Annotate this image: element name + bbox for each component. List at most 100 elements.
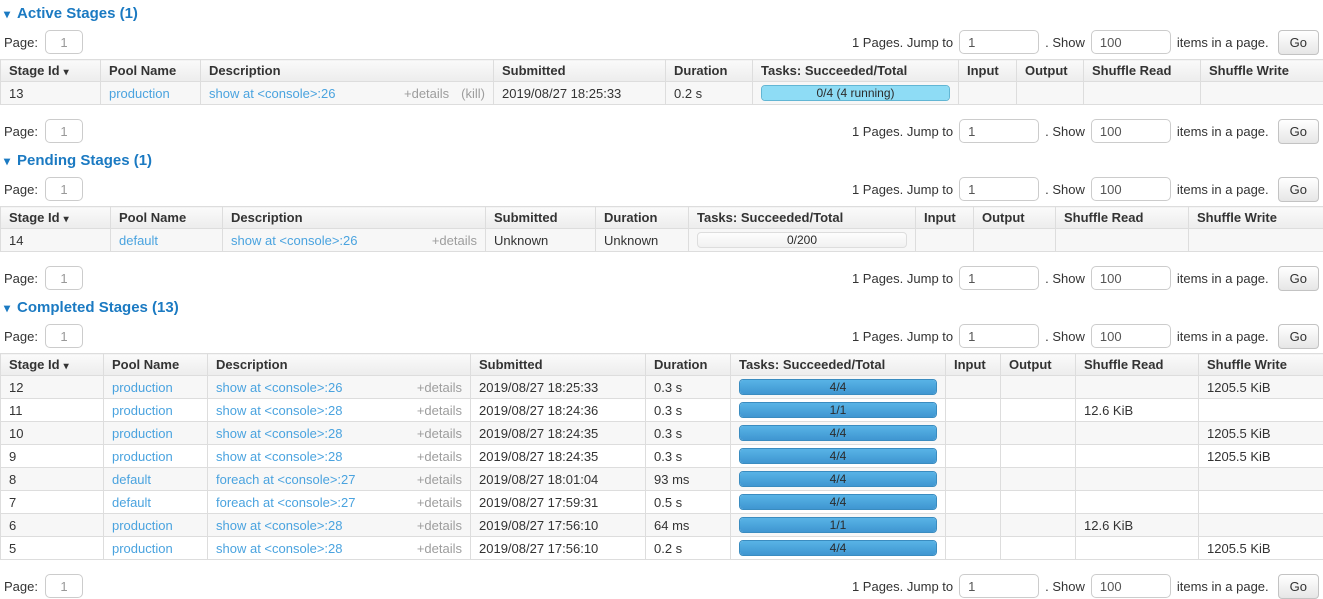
submitted-cell: 2019/08/27 18:24:36 bbox=[471, 399, 646, 422]
page-number-input[interactable] bbox=[45, 177, 83, 201]
items-per-page-input[interactable] bbox=[1091, 119, 1171, 143]
column-header-tasks-succeeded-total[interactable]: Tasks: Succeeded/Total bbox=[753, 60, 959, 82]
column-header-submitted[interactable]: Submitted bbox=[471, 354, 646, 376]
items-per-page-input[interactable] bbox=[1091, 324, 1171, 348]
description-link[interactable]: show at <console>:28 bbox=[216, 518, 342, 533]
shuffle-write-cell bbox=[1201, 82, 1323, 105]
page-number-input[interactable] bbox=[45, 119, 83, 143]
section-collapse-toggle[interactable]: ▾ Pending Stages (1) bbox=[4, 152, 1323, 169]
items-per-page-input[interactable] bbox=[1091, 266, 1171, 290]
items-per-page-input[interactable] bbox=[1091, 177, 1171, 201]
go-button[interactable]: Go bbox=[1278, 177, 1319, 202]
column-header-shuffle-read[interactable]: Shuffle Read bbox=[1076, 354, 1199, 376]
go-button[interactable]: Go bbox=[1278, 574, 1319, 599]
page-label: Page: bbox=[4, 579, 38, 594]
column-header-input[interactable]: Input bbox=[946, 354, 1001, 376]
column-header-stage-id[interactable]: Stage Id▾ bbox=[1, 354, 104, 376]
go-button[interactable]: Go bbox=[1278, 324, 1319, 349]
column-header-tasks-succeeded-total[interactable]: Tasks: Succeeded/Total bbox=[689, 207, 916, 229]
items-per-page-input[interactable] bbox=[1091, 574, 1171, 598]
column-header-submitted[interactable]: Submitted bbox=[494, 60, 666, 82]
jump-to-page-input[interactable] bbox=[959, 30, 1039, 54]
jump-to-page-input[interactable] bbox=[959, 266, 1039, 290]
column-header-shuffle-write[interactable]: Shuffle Write bbox=[1189, 207, 1323, 229]
column-header-pool-name[interactable]: Pool Name bbox=[111, 207, 223, 229]
column-header-shuffle-read[interactable]: Shuffle Read bbox=[1084, 60, 1201, 82]
description-link[interactable]: show at <console>:28 bbox=[216, 403, 342, 418]
description-link[interactable]: show at <console>:26 bbox=[216, 380, 342, 395]
go-button[interactable]: Go bbox=[1278, 266, 1319, 291]
column-header-pool-name[interactable]: Pool Name bbox=[101, 60, 201, 82]
column-header-duration[interactable]: Duration bbox=[646, 354, 731, 376]
column-header-stage-id[interactable]: Stage Id▾ bbox=[1, 207, 111, 229]
column-header-output[interactable]: Output bbox=[1017, 60, 1084, 82]
column-header-shuffle-write[interactable]: Shuffle Write bbox=[1201, 60, 1323, 82]
go-button[interactable]: Go bbox=[1278, 119, 1319, 144]
jump-to-page-input[interactable] bbox=[959, 324, 1039, 348]
page-number-input[interactable] bbox=[45, 30, 83, 54]
description-link[interactable]: show at <console>:28 bbox=[216, 426, 342, 441]
details-toggle[interactable]: +details bbox=[417, 541, 462, 556]
details-toggle[interactable]: +details bbox=[417, 426, 462, 441]
details-toggle[interactable]: +details bbox=[417, 380, 462, 395]
jump-to-page-input[interactable] bbox=[959, 119, 1039, 143]
kill-link[interactable]: (kill) bbox=[461, 86, 485, 101]
pool-name-link[interactable]: production bbox=[112, 380, 173, 395]
column-header-submitted[interactable]: Submitted bbox=[486, 207, 596, 229]
page-number-input[interactable] bbox=[45, 574, 83, 598]
details-toggle[interactable]: +details bbox=[417, 518, 462, 533]
column-header-stage-id[interactable]: Stage Id▾ bbox=[1, 60, 101, 82]
column-header-tasks-succeeded-total[interactable]: Tasks: Succeeded/Total bbox=[731, 354, 946, 376]
details-toggle[interactable]: +details bbox=[432, 233, 477, 248]
description-link[interactable]: foreach at <console>:27 bbox=[216, 472, 356, 487]
tasks-progress-label: 4/4 bbox=[740, 449, 936, 463]
description-link[interactable]: show at <console>:26 bbox=[209, 86, 335, 101]
column-header-pool-name[interactable]: Pool Name bbox=[104, 354, 208, 376]
details-toggle[interactable]: +details bbox=[404, 86, 449, 101]
column-header-duration[interactable]: Duration bbox=[666, 60, 753, 82]
pool-name-link[interactable]: production bbox=[112, 518, 173, 533]
pool-name-link[interactable]: default bbox=[119, 233, 158, 248]
description-link[interactable]: foreach at <console>:27 bbox=[216, 495, 356, 510]
column-header-output[interactable]: Output bbox=[974, 207, 1056, 229]
details-toggle[interactable]: +details bbox=[417, 495, 462, 510]
column-header-shuffle-read[interactable]: Shuffle Read bbox=[1056, 207, 1189, 229]
shuffle-read-cell bbox=[1056, 229, 1189, 252]
jump-to-page-input[interactable] bbox=[959, 574, 1039, 598]
column-header-description[interactable]: Description bbox=[201, 60, 494, 82]
details-toggle[interactable]: +details bbox=[417, 472, 462, 487]
sort-arrow-icon: ▾ bbox=[64, 67, 69, 78]
pool-name-link[interactable]: production bbox=[112, 449, 173, 464]
column-header-duration[interactable]: Duration bbox=[596, 207, 689, 229]
section-collapse-toggle[interactable]: ▾ Completed Stages (13) bbox=[4, 299, 1323, 316]
column-header-input[interactable]: Input bbox=[916, 207, 974, 229]
description-link[interactable]: show at <console>:28 bbox=[216, 541, 342, 556]
column-header-shuffle-write[interactable]: Shuffle Write bbox=[1199, 354, 1323, 376]
pool-name-link[interactable]: default bbox=[112, 472, 151, 487]
description-link[interactable]: show at <console>:26 bbox=[231, 233, 357, 248]
column-header-input[interactable]: Input bbox=[959, 60, 1017, 82]
pool-name-link[interactable]: production bbox=[109, 86, 170, 101]
pool-name-link[interactable]: default bbox=[112, 495, 151, 510]
section-collapse-toggle[interactable]: ▾ Active Stages (1) bbox=[4, 5, 1323, 22]
description-link[interactable]: show at <console>:28 bbox=[216, 449, 342, 464]
column-header-description[interactable]: Description bbox=[208, 354, 471, 376]
pool-name-link[interactable]: production bbox=[112, 403, 173, 418]
pages-count-text: 1 Pages. Jump to bbox=[852, 329, 953, 344]
details-toggle[interactable]: +details bbox=[417, 449, 462, 464]
jump-to-page-input[interactable] bbox=[959, 177, 1039, 201]
tasks-cell: 4/4 bbox=[731, 445, 946, 468]
pool-name-link[interactable]: production bbox=[112, 426, 173, 441]
page-number-input[interactable] bbox=[45, 266, 83, 290]
output-cell bbox=[1001, 376, 1076, 399]
go-button[interactable]: Go bbox=[1278, 30, 1319, 55]
tasks-progress-bar: 0/4 (4 running) bbox=[761, 85, 950, 101]
page-number-input[interactable] bbox=[45, 324, 83, 348]
pool-name-link[interactable]: production bbox=[112, 541, 173, 556]
column-header-output[interactable]: Output bbox=[1001, 354, 1076, 376]
items-per-page-input[interactable] bbox=[1091, 30, 1171, 54]
submitted-cell: 2019/08/27 18:24:35 bbox=[471, 422, 646, 445]
pages-count-text: 1 Pages. Jump to bbox=[852, 182, 953, 197]
column-header-description[interactable]: Description bbox=[223, 207, 486, 229]
details-toggle[interactable]: +details bbox=[417, 403, 462, 418]
